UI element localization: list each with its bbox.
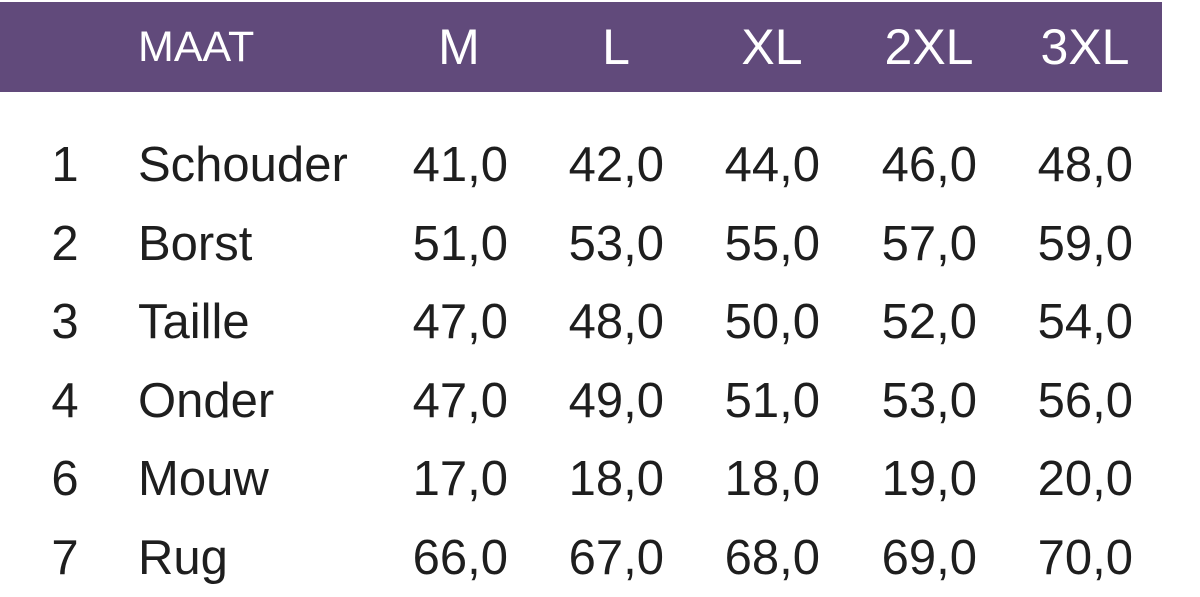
cell-value: 50,0: [724, 295, 820, 349]
header-size-2xl: 2XL: [884, 19, 974, 75]
cell-value: 19,0: [881, 452, 977, 506]
cell-value: 53,0: [881, 373, 977, 428]
cell-value: 57,0: [881, 216, 977, 271]
row-number: 7: [51, 530, 79, 585]
cell-value: 46,0: [881, 138, 977, 192]
cell-value: 44,0: [724, 138, 820, 192]
size-table-header: MAAT M L XL 2XL 3XL: [0, 2, 1162, 92]
cell-value: 18,0: [568, 452, 664, 506]
cell-value: 17,0: [412, 452, 508, 506]
table-row: 6 Mouw 17,0 18,0 18,0 19,0 20,0: [0, 440, 1200, 518]
cell-value: 52,0: [881, 295, 977, 349]
row-number: 1: [51, 138, 79, 192]
cell-value: 42,0: [568, 138, 664, 192]
header-size-3xl: 3XL: [1040, 19, 1130, 75]
row-number: 2: [51, 216, 79, 271]
cell-value: 47,0: [412, 373, 508, 428]
cell-value: 48,0: [568, 295, 664, 349]
cell-value: 20,0: [1037, 452, 1133, 506]
row-label: Mouw: [138, 452, 269, 506]
row-label: Schouder: [138, 138, 348, 192]
header-maat: MAAT: [138, 23, 255, 71]
cell-value: 55,0: [724, 216, 820, 271]
cell-value: 56,0: [1037, 373, 1133, 428]
row-label: Onder: [138, 373, 275, 428]
cell-value: 41,0: [412, 138, 508, 192]
cell-value: 51,0: [724, 373, 820, 428]
cell-value: 48,0: [1037, 138, 1133, 192]
cell-value: 66,0: [412, 530, 508, 585]
cell-value: 59,0: [1037, 216, 1133, 271]
row-number: 6: [51, 452, 79, 506]
cell-value: 18,0: [724, 452, 820, 506]
cell-value: 69,0: [881, 530, 977, 585]
table-row: 2 Borst 51,0 53,0 55,0 57,0 59,0: [0, 205, 1200, 283]
table-row: 3 Taille 47,0 48,0 50,0 52,0 54,0: [0, 283, 1200, 361]
row-label: Rug: [138, 530, 228, 585]
table-row: 7 Rug 66,0 67,0 68,0 69,0 70,0: [0, 519, 1200, 597]
cell-value: 70,0: [1037, 530, 1133, 585]
cell-value: 49,0: [568, 373, 664, 428]
row-label: Borst: [138, 216, 253, 271]
row-number: 4: [51, 373, 79, 428]
header-size-xl: XL: [741, 19, 803, 75]
cell-value: 68,0: [724, 530, 820, 585]
cell-value: 53,0: [568, 216, 664, 271]
cell-value: 47,0: [412, 295, 508, 349]
cell-value: 54,0: [1037, 295, 1133, 349]
header-size-m: M: [438, 19, 480, 75]
table-row: 1 Schouder 41,0 42,0 44,0 46,0 48,0: [0, 126, 1200, 204]
row-number: 3: [51, 295, 79, 349]
cell-value: 67,0: [568, 530, 664, 585]
table-row: 4 Onder 47,0 49,0 51,0 53,0 56,0: [0, 362, 1200, 440]
header-size-l: L: [602, 19, 630, 75]
cell-value: 51,0: [412, 216, 508, 271]
row-label: Taille: [138, 295, 250, 349]
